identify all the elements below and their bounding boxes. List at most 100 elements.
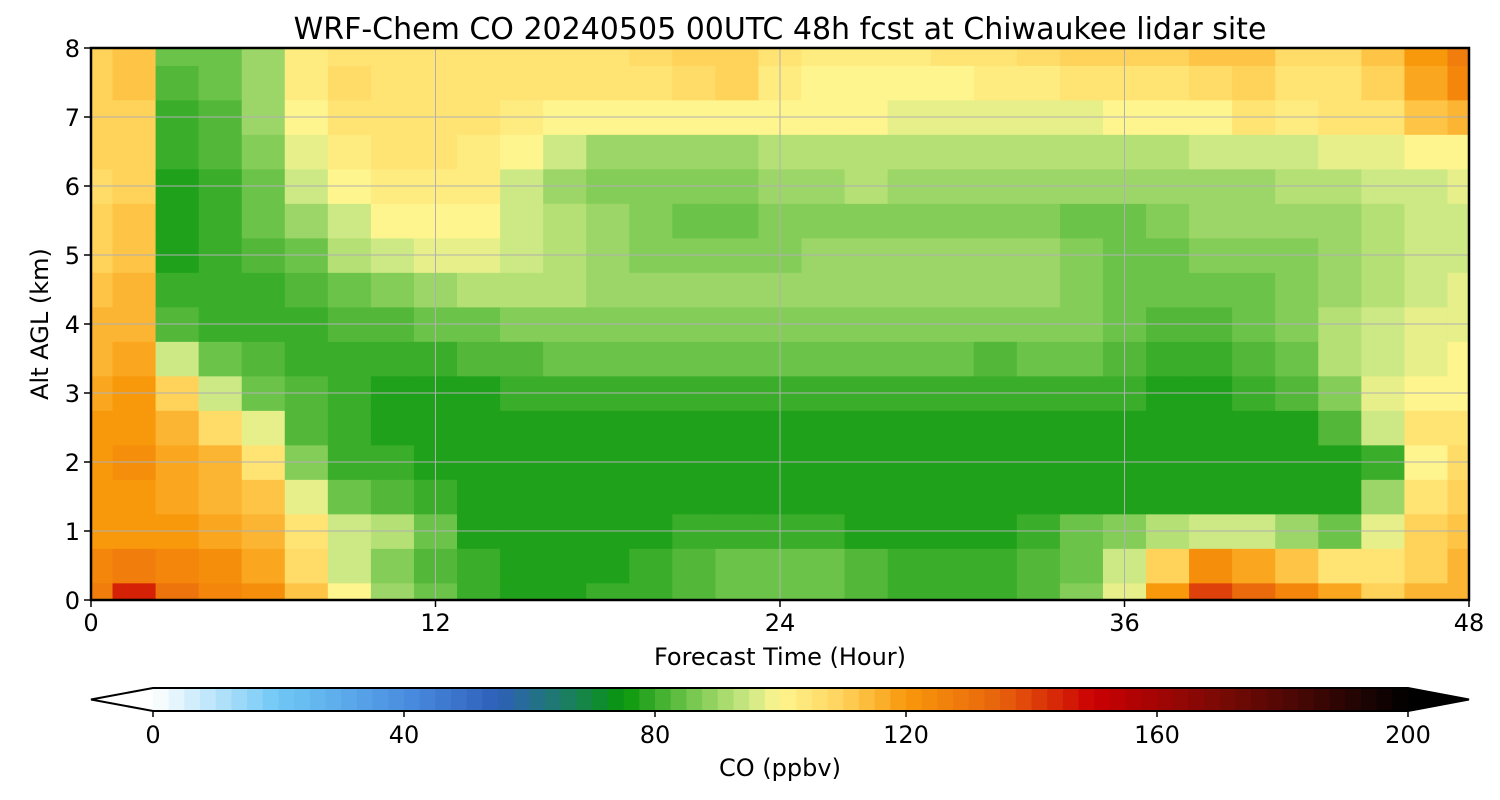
- heatmap-cell: [1318, 548, 1362, 584]
- heatmap-cell: [500, 548, 544, 584]
- heatmap-cell: [930, 134, 975, 170]
- heatmap-cell: [844, 134, 889, 170]
- heatmap-cell: [327, 48, 372, 66]
- colorbar-segment: [733, 688, 750, 711]
- heatmap-cell: [1189, 341, 1233, 377]
- colorbar-segment: [247, 688, 264, 711]
- heatmap-cell: [112, 272, 157, 308]
- heatmap-cell: [887, 479, 932, 515]
- heatmap-cell: [241, 272, 286, 308]
- heatmap-cell: [1059, 548, 1104, 584]
- heatmap-cell: [1189, 548, 1233, 584]
- heatmap-cell: [91, 341, 114, 377]
- y-tick-label: 4: [65, 311, 80, 339]
- chart-title: WRF-Chem CO 20240505 00UTC 48h fcst at C…: [294, 12, 1267, 47]
- heatmap-cell: [586, 582, 630, 601]
- heatmap-cell: [1146, 341, 1190, 377]
- heatmap-cell: [241, 203, 286, 239]
- heatmap-cell: [586, 134, 630, 170]
- heatmap-cell: [586, 479, 630, 515]
- colorbar-tick-label: 80: [640, 721, 671, 749]
- colorbar-segment: [482, 688, 499, 711]
- heatmap-cell: [844, 548, 889, 584]
- heatmap-cell: [1232, 582, 1276, 601]
- heatmap-cell: [327, 479, 372, 515]
- heatmap-cell: [327, 134, 372, 170]
- heatmap-cell: [198, 479, 243, 515]
- heatmap-cell: [1146, 410, 1190, 446]
- heatmap-cell: [155, 479, 200, 515]
- heatmap-cell: [586, 272, 630, 308]
- heatmap-cell: [1016, 134, 1061, 170]
- colorbar-segment: [1000, 688, 1017, 711]
- heatmap-cell: [241, 582, 286, 601]
- heatmap-cell: [887, 65, 932, 101]
- heatmap-cell: [284, 341, 329, 377]
- heatmap-cell: [457, 341, 501, 377]
- heatmap-cell: [327, 65, 372, 101]
- colorbar-segment: [1219, 688, 1236, 711]
- heatmap-cell: [370, 582, 415, 601]
- heatmap-cell: [543, 582, 587, 601]
- y-axis-label: Alt AGL (km): [26, 248, 54, 400]
- colorbar-segments: [153, 688, 1409, 711]
- heatmap-cell: [1232, 48, 1276, 66]
- heatmap-cell: [1447, 479, 1470, 515]
- heatmap-cell: [629, 48, 673, 66]
- heatmap-cell: [284, 548, 329, 584]
- heatmap-cell: [1275, 548, 1319, 584]
- heatmap-cell: [672, 479, 716, 515]
- colorbar-segment: [843, 688, 860, 711]
- heatmap-cell: [500, 134, 544, 170]
- colorbar-segment: [1298, 688, 1315, 711]
- heatmap-cell: [1189, 272, 1233, 308]
- colorbar-segment: [294, 688, 311, 711]
- heatmap-cell: [91, 410, 114, 446]
- heatmap-cell: [629, 341, 673, 377]
- heatmap-cell: [1059, 341, 1104, 377]
- colorbar-segment: [1015, 688, 1032, 711]
- heatmap-cell: [1404, 48, 1449, 66]
- heatmap-cell: [241, 548, 286, 584]
- heatmap-cell: [457, 272, 501, 308]
- y-tick-label: 2: [65, 449, 80, 477]
- heatmap-cell: [1361, 410, 1405, 446]
- heatmap-cell: [112, 203, 157, 239]
- heatmap-cell: [1059, 65, 1104, 101]
- heatmap-cell: [1189, 479, 1233, 515]
- colorbar-segment: [702, 688, 719, 711]
- y-tick-label: 5: [65, 242, 80, 270]
- heatmap-cell: [887, 410, 932, 446]
- x-tick-label: 24: [765, 609, 796, 637]
- colorbar-segment: [576, 688, 593, 711]
- heatmap-cell: [1059, 134, 1104, 170]
- heatmap-cell: [586, 65, 630, 101]
- colorbar-under-arrow: [91, 688, 153, 711]
- colorbar-segment: [780, 688, 797, 711]
- colorbar-segment: [435, 688, 452, 711]
- heatmap-cell: [973, 65, 1018, 101]
- heatmap-cell: [930, 48, 975, 66]
- heatmap-cell: [327, 582, 372, 601]
- heatmap-cell: [887, 582, 932, 601]
- colorbar-segment: [1360, 688, 1378, 711]
- heatmap-cell: [543, 65, 587, 101]
- x-tick-label: 12: [420, 609, 451, 637]
- heatmap-cell: [1146, 134, 1190, 170]
- heatmap-cell: [844, 48, 889, 66]
- colorbar-segment: [466, 688, 483, 711]
- heatmap-cells: [91, 48, 1470, 601]
- heatmap-cell: [930, 272, 975, 308]
- x-tick-label: 36: [1109, 609, 1140, 637]
- heatmap-cell: [844, 479, 889, 515]
- colorbar-segment: [984, 688, 1001, 711]
- heatmap-cell: [1447, 410, 1470, 446]
- heatmap-cell: [629, 203, 673, 239]
- heatmap-cell: [543, 272, 587, 308]
- heatmap-cell: [973, 341, 1018, 377]
- heatmap-cell: [930, 203, 975, 239]
- heatmap-cell: [91, 203, 114, 239]
- heatmap-cell: [672, 65, 716, 101]
- colorbar-tick-label: 0: [145, 721, 160, 749]
- heatmap-cell: [629, 134, 673, 170]
